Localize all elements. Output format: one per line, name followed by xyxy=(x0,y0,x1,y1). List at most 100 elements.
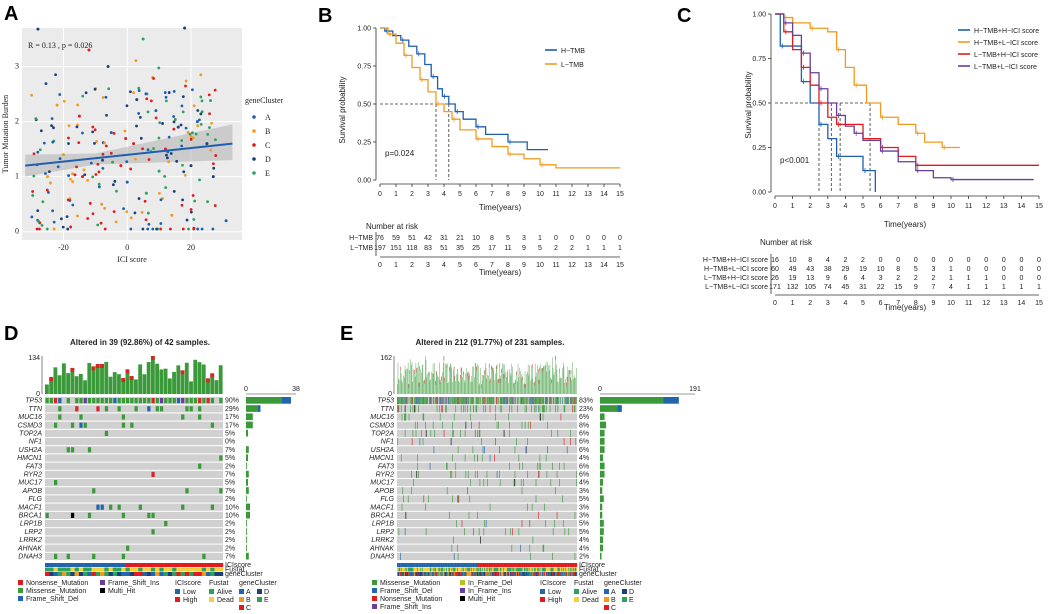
panel-e-mutation xyxy=(502,397,504,405)
panel-e-gene-label: DNAH3 xyxy=(370,554,394,561)
panel-c-curve-2 xyxy=(775,13,1039,166)
panel-a-point xyxy=(97,170,101,174)
panel-e-mutation xyxy=(443,429,445,437)
panel-e-annot-cell xyxy=(411,567,413,572)
panel-d-mutation xyxy=(168,398,172,404)
panel-d-annot-cell xyxy=(53,567,58,572)
panel-a-point xyxy=(129,216,133,220)
panel-e-mutation xyxy=(538,397,539,405)
panel-e-mutation xyxy=(473,397,474,405)
panel-e-mutation xyxy=(425,429,427,437)
panel-a-point xyxy=(180,139,184,142)
panel-e-annot-cell xyxy=(552,572,554,576)
panel-e-annot-cell xyxy=(502,572,504,576)
panel-a-point xyxy=(207,93,211,97)
panel-e-mutation xyxy=(486,397,488,405)
panel-e-annot-cell xyxy=(507,572,509,576)
panel-e-mutation xyxy=(551,397,552,405)
panel-e-annot-cell xyxy=(536,572,538,576)
panel-e-mutation xyxy=(555,397,557,405)
panel-e-mutation xyxy=(496,470,498,478)
panel-a-point xyxy=(97,185,101,189)
panel-e-mutation xyxy=(555,397,556,405)
panel-b-xtick: 8 xyxy=(506,191,510,198)
panel-e-annot-cell xyxy=(459,567,461,572)
panel-e-annot-cell xyxy=(557,572,559,576)
panel-e-annot-cell xyxy=(442,563,444,567)
panel-e-annot-label: geneCluster xyxy=(579,571,617,578)
panel-a-point xyxy=(103,141,106,145)
panel-c-risk-count: 4 xyxy=(826,257,830,264)
panel-d-legend-swatch xyxy=(100,588,105,593)
panel-e-annot-cell xyxy=(545,567,547,572)
panel-e-annot-cell xyxy=(411,572,413,576)
panel-e-mutation xyxy=(535,495,537,503)
panel-e-annot-cell xyxy=(452,563,454,567)
panel-e-annot-cell xyxy=(503,567,505,572)
panel-c-risk-count: 49 xyxy=(789,266,797,273)
panel-e-gene-label: TTN xyxy=(380,406,395,413)
panel-e-legend-fustat-swatch xyxy=(574,597,579,602)
panel-e-annot-cell xyxy=(474,563,476,567)
panel-a-point xyxy=(97,182,101,186)
panel-e-annot-cell xyxy=(464,567,466,572)
panel-e-annot-cell xyxy=(406,567,408,572)
panel-d-gene-label: LRP2 xyxy=(24,529,42,536)
panel-c-risk-xtick: 9 xyxy=(931,300,935,307)
panel-e-mutation xyxy=(404,429,406,437)
panel-e-annot-cell xyxy=(440,572,442,576)
panel-a-ylabel: Tumor Mutation Burden xyxy=(1,95,10,173)
panel-e-annot-cell xyxy=(418,572,420,576)
panel-e-annot-cell xyxy=(518,572,520,576)
panel-d-mutation xyxy=(83,398,87,404)
panel-d-legend-fustat-label: Dead xyxy=(217,597,234,604)
panel-c-risk-count: 8 xyxy=(896,266,900,273)
panel-e-annot-cell xyxy=(565,567,567,572)
panel-e-annot-cell xyxy=(421,563,423,567)
panel-a-legend-label: A xyxy=(265,113,271,122)
panel-e-mutation xyxy=(509,429,510,437)
panel-d-mutation xyxy=(210,422,215,428)
panel-e-annot-cell xyxy=(499,567,501,572)
panel-d-annot-cell xyxy=(129,563,135,567)
panel-d-mutation xyxy=(96,398,100,404)
panel-e-annot-cell xyxy=(411,563,413,567)
panel-e-mutation xyxy=(404,397,406,405)
panel-e-mutation xyxy=(454,397,456,405)
panel-d-percent: 2% xyxy=(225,463,235,470)
panel-e-annot-cell xyxy=(409,563,411,567)
panel-e-annot-cell xyxy=(561,572,563,576)
panel-e-percent: 3% xyxy=(579,513,589,520)
panel-b-risk-xtick: 11 xyxy=(552,262,559,269)
panel-e-mutation xyxy=(484,520,485,528)
panel-b-risk-xtick: 15 xyxy=(616,262,624,269)
panel-e-legend-label: In_Frame_Ins xyxy=(468,588,512,595)
panel-e-annot-cell xyxy=(532,567,534,572)
panel-e-annot-cell xyxy=(542,563,544,567)
panel-e-mutation xyxy=(519,462,520,470)
panel-d-top-bar xyxy=(45,384,49,394)
panel-d-mutation xyxy=(53,422,58,428)
panel-e-mutation xyxy=(452,421,453,429)
panel-d-oncoplot: Altered in 39 (92.86%) of 42 samples. 13… xyxy=(17,338,300,612)
panel-e-mutation xyxy=(526,405,527,413)
panel-e-annot-cell xyxy=(443,572,445,576)
panel-e-side-bar xyxy=(600,413,605,421)
panel-a-point xyxy=(181,227,185,231)
panel-e-mutation xyxy=(411,487,412,495)
panel-e-mutation xyxy=(544,503,545,511)
panel-e-annot-cell xyxy=(522,563,524,567)
panel-e-annot-cell xyxy=(423,572,425,576)
panel-e-mutation xyxy=(426,397,428,405)
panel-a-point xyxy=(181,198,185,202)
panel-e-mutation xyxy=(528,397,530,405)
panel-d-annot-cell xyxy=(214,572,219,576)
panel-e-title: Altered in 212 (91.77%) of 231 samples. xyxy=(416,338,565,347)
panel-e-annot-cell xyxy=(559,572,561,576)
panel-e-annot-cell xyxy=(451,572,453,576)
panel-a-point xyxy=(196,109,200,112)
panel-e-mutation xyxy=(564,397,566,405)
panel-e-legend-ici-swatch xyxy=(540,597,545,602)
panel-d-annot-cell xyxy=(57,572,63,576)
panel-e-legend-fustat-label: Dead xyxy=(582,597,599,604)
